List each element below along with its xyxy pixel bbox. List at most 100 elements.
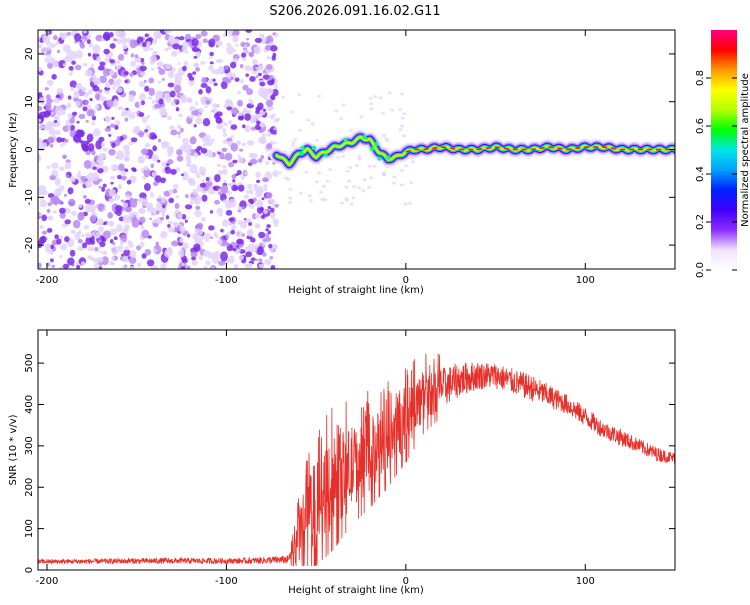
noise-speckle [240,41,246,48]
noise-speckle [167,70,175,79]
colorbar: 0.0 0.2 0.4 0.6 0.8 Normalized spectral ampl… [695,30,750,278]
noise-speckle [320,197,325,201]
noise-speckle [174,72,183,83]
noise-speckle [148,77,155,84]
noise-speckle [47,202,52,207]
noise-speckle [202,142,208,147]
noise-speckle [237,115,245,121]
noise-speckle [101,256,109,266]
noise-speckle [93,247,99,252]
snr-ytick-label: 200 [24,478,35,497]
noise-speckle [63,138,69,143]
noise-speckle [91,172,100,182]
noise-speckle [411,160,416,164]
noise-speckle [129,72,134,77]
noise-speckle [205,99,211,105]
noise-speckle [126,179,132,185]
noise-speckle [100,142,106,147]
noise-speckle [91,121,96,126]
noise-speckle [188,78,195,87]
noise-speckle [259,81,266,87]
noise-speckle [216,124,224,130]
noise-speckle [185,194,189,199]
noise-speckle [204,233,212,240]
noise-speckle [257,102,264,110]
noise-speckle [232,223,236,228]
noise-speckle [347,179,352,183]
noise-speckle [321,184,326,188]
noise-speckle [208,225,215,231]
noise-speckle [398,128,403,132]
noise-speckle [128,256,137,264]
noise-speckle [201,194,208,202]
noise-speckle [109,239,114,244]
snr-ytick-label: 100 [24,519,35,538]
noise-speckle [167,224,171,228]
noise-speckle [174,222,180,228]
noise-speckle [256,200,264,209]
noise-speckle [179,36,185,41]
noise-speckle [141,229,150,239]
noise-speckle [62,155,67,160]
noise-speckle [255,110,260,115]
noise-speckle [140,71,146,76]
noise-speckle [304,170,309,174]
spectrogram-xtick-label: 100 [576,275,595,286]
noise-speckle [146,114,151,119]
noise-speckle [86,133,94,143]
spectrogram-ytick-label: -10 [24,189,35,205]
noise-speckle [226,106,233,111]
noise-speckle [222,132,228,137]
noise-speckle [246,189,250,194]
noise-speckle [237,209,242,213]
noise-speckle [90,63,95,68]
noise-speckle [181,137,189,145]
noise-speckle [136,245,142,251]
noise-speckle [205,176,210,182]
noise-speckle [254,37,263,44]
noise-speckle [97,168,104,174]
noise-speckle [201,76,208,84]
noise-speckle [140,148,149,156]
noise-speckle [257,112,263,119]
ridge-blob [323,152,328,158]
noise-speckle [226,244,233,252]
noise-speckle [77,171,81,175]
noise-speckle [205,86,212,94]
noise-speckle [245,38,250,41]
noise-speckle [232,34,239,43]
noise-speckle [150,163,155,169]
noise-speckle [193,170,199,174]
noise-speckle [48,79,54,87]
noise-speckle [77,212,85,221]
noise-speckle [198,89,203,95]
noise-speckle [158,68,166,76]
noise-speckle [238,255,245,261]
noise-speckle [367,164,372,168]
noise-speckle [143,166,149,171]
noise-speckle [111,256,115,261]
spectrogram-xtick-label: 0 [403,275,409,286]
noise-speckle [74,33,82,42]
noise-speckle [230,142,239,152]
noise-speckle [208,64,214,71]
noise-speckle [231,174,237,180]
noise-speckle [110,175,116,180]
noise-speckle [245,251,253,258]
noise-speckle [237,90,241,95]
noise-speckle [219,152,225,160]
noise-speckle [59,235,63,240]
ridge-blob [299,151,304,156]
noise-speckle [258,129,263,133]
noise-speckle [115,156,120,160]
noise-speckle [206,181,213,187]
noise-speckle [226,45,234,55]
noise-speckle [149,192,154,198]
noise-speckle [385,139,390,143]
noise-speckle [38,44,43,49]
noise-speckle [263,95,269,101]
noise-speckle [262,252,267,257]
noise-speckle [176,155,184,162]
noise-speckle [150,67,155,71]
noise-speckle [196,230,204,236]
